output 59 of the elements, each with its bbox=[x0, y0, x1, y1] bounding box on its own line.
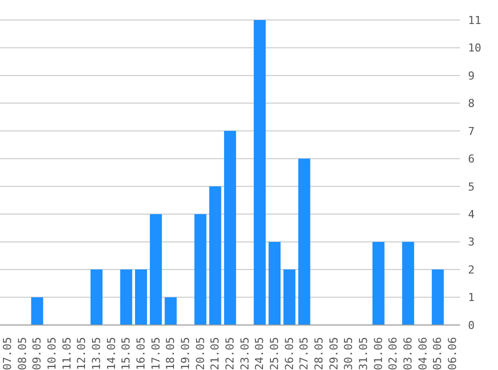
x-tick-label: 21.05 bbox=[208, 337, 222, 370]
x-tick-label: 13.05 bbox=[90, 337, 103, 370]
bar bbox=[150, 214, 162, 325]
x-tick-label: 24.05 bbox=[253, 337, 266, 370]
bar bbox=[224, 130, 236, 325]
x-tick-label: 23.05 bbox=[238, 337, 252, 370]
x-tick-label: 31.05 bbox=[357, 337, 370, 370]
x-tick-label: 11.05 bbox=[60, 337, 74, 370]
x-tick-label: 17.05 bbox=[149, 337, 162, 370]
x-tick-label: 06.06 bbox=[446, 337, 460, 370]
bar bbox=[372, 242, 384, 325]
x-tick-label: 20.05 bbox=[194, 337, 207, 370]
y-tick-label: 0 bbox=[468, 318, 475, 332]
bar bbox=[135, 270, 148, 325]
y-tick-label: 9 bbox=[468, 69, 475, 82]
y-tick-label: 4 bbox=[468, 208, 475, 221]
bar bbox=[194, 214, 206, 325]
x-tick-label: 08.05 bbox=[16, 337, 29, 370]
x-tick-label: 05.06 bbox=[431, 337, 444, 370]
y-tick-label: 3 bbox=[468, 236, 475, 249]
bar bbox=[402, 242, 414, 325]
y-tick-label: 5 bbox=[468, 180, 475, 194]
bar bbox=[31, 297, 44, 325]
y-tick-label: 7 bbox=[468, 124, 475, 138]
x-tick-label: 09.05 bbox=[30, 337, 44, 370]
x-tick-label: 03.06 bbox=[402, 337, 415, 370]
x-tick-label: 04.06 bbox=[416, 337, 430, 370]
x-tick-label: 25.05 bbox=[268, 337, 282, 370]
x-tick-label: 12.05 bbox=[75, 337, 88, 370]
x-tick-label: 19.05 bbox=[178, 337, 192, 370]
x-tick-label: 30.05 bbox=[342, 337, 356, 370]
x-tick-label: 10.05 bbox=[45, 337, 58, 370]
x-tick-label: 07.05 bbox=[0, 337, 14, 370]
bar bbox=[283, 270, 296, 325]
y-tick-label: 2 bbox=[468, 263, 475, 276]
x-tick-label: 18.05 bbox=[164, 337, 178, 370]
x-tick-label: 16.05 bbox=[134, 337, 148, 370]
x-tick-label: 27.05 bbox=[298, 337, 311, 370]
x-tick-label: 02.06 bbox=[386, 337, 400, 370]
bar bbox=[164, 297, 177, 325]
x-tick-label: 01.06 bbox=[372, 337, 385, 370]
y-tick-label: 10 bbox=[468, 42, 482, 55]
bar bbox=[298, 158, 310, 325]
y-tick-label: 8 bbox=[468, 97, 475, 110]
bar bbox=[268, 242, 281, 325]
x-tick-label: 26.05 bbox=[282, 337, 296, 370]
x-tick-label: 22.05 bbox=[224, 337, 236, 370]
bar bbox=[90, 270, 103, 325]
y-tick-label: 11 bbox=[468, 14, 482, 27]
x-tick-label: 28.05 bbox=[312, 337, 326, 370]
x-tick-label: 15.05 bbox=[120, 337, 133, 370]
x-tick-label: 29.05 bbox=[327, 337, 340, 370]
y-tick-label: 1 bbox=[468, 291, 475, 304]
bar bbox=[209, 186, 222, 325]
y-tick-label: 6 bbox=[468, 152, 475, 166]
bar bbox=[432, 270, 444, 325]
x-tick-label: 14.05 bbox=[104, 337, 118, 370]
bar bbox=[254, 20, 266, 325]
bar bbox=[120, 270, 132, 325]
